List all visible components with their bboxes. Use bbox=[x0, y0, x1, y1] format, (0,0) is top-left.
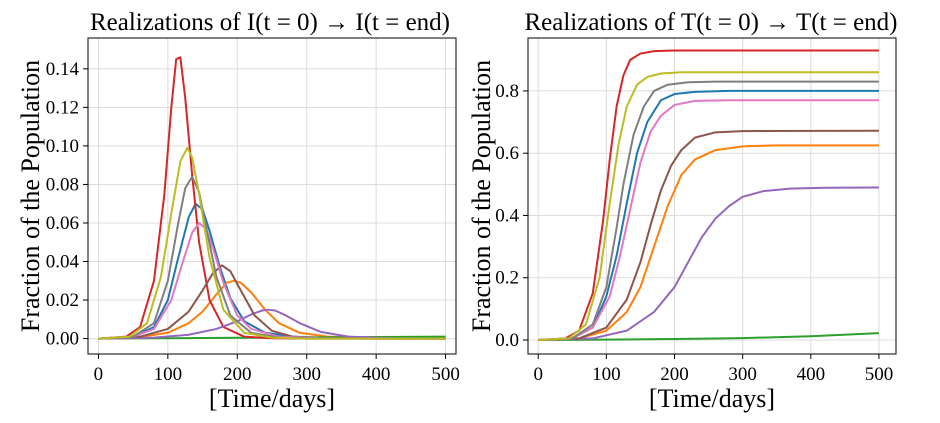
x-tick-label: 200 bbox=[223, 364, 252, 385]
x-axis-label: [Time/days] bbox=[209, 384, 335, 413]
x-tick-label: 200 bbox=[660, 364, 689, 385]
x-tick-label: 0 bbox=[533, 364, 543, 385]
series-line-3 bbox=[538, 49, 879, 341]
x-tick-label: 400 bbox=[797, 364, 826, 385]
series-line-8 bbox=[98, 146, 446, 340]
series-line-0 bbox=[98, 202, 446, 340]
y-axis-label: Fraction of the Population bbox=[16, 60, 45, 332]
y-tick-label: 0.0 bbox=[495, 330, 519, 351]
plot-frame bbox=[527, 37, 897, 355]
y-tick-label: 0.14 bbox=[46, 59, 80, 80]
panel-infected: 0 100 200 300 400 500 0.00 0.02 0.04 0.06 0.08 0.10… bbox=[16, 9, 460, 413]
series-line-6 bbox=[98, 221, 446, 340]
series-line-6 bbox=[538, 99, 879, 341]
x-tick-label: 500 bbox=[865, 364, 894, 385]
series-line-1 bbox=[98, 279, 446, 340]
x-tick-label: 400 bbox=[362, 364, 391, 385]
x-tick-label: 100 bbox=[154, 364, 183, 385]
y-tick-label: 0.10 bbox=[46, 136, 79, 157]
y-tick-label: 0.06 bbox=[46, 213, 79, 234]
series-line-2 bbox=[538, 332, 880, 341]
series-line-4 bbox=[538, 186, 879, 341]
series-line-7 bbox=[538, 80, 879, 341]
series-line-3 bbox=[98, 56, 446, 340]
series-line-1 bbox=[538, 144, 879, 341]
y-tick-label: 0.2 bbox=[495, 268, 519, 289]
x-tick-label: 300 bbox=[292, 364, 321, 385]
chart-title: Realizations of T(t = 0) → T(t = end) bbox=[524, 9, 897, 36]
y-tick-label: 0.00 bbox=[46, 329, 79, 350]
y-tick-label: 0.04 bbox=[46, 252, 80, 273]
y-tick-label: 0.8 bbox=[495, 81, 519, 102]
x-tick-label: 0 bbox=[94, 364, 104, 385]
series-line-8 bbox=[538, 71, 879, 341]
y-tick-label: 0.08 bbox=[46, 174, 79, 195]
panel-total: 0 100 200 300 400 500 0.0 0.2 0.4 0.6 0.8 Realizati… bbox=[467, 9, 897, 413]
y-tick-label: 0.12 bbox=[46, 97, 79, 118]
y-axis-label: Fraction of the Population bbox=[467, 60, 496, 332]
y-tick-label: 0.02 bbox=[46, 290, 79, 311]
x-tick-label: 100 bbox=[592, 364, 621, 385]
x-tick-label: 300 bbox=[728, 364, 757, 385]
series-line-5 bbox=[538, 129, 879, 341]
y-tick-label: 0.4 bbox=[495, 205, 519, 226]
chart-title: Realizations of I(t = 0) → I(t = end) bbox=[90, 9, 450, 36]
plot-frame bbox=[87, 37, 457, 355]
x-tick-label: 500 bbox=[431, 364, 460, 385]
y-tick-label: 0.6 bbox=[495, 143, 519, 164]
series-line-4 bbox=[98, 308, 446, 340]
x-axis-label: [Time/days] bbox=[649, 384, 775, 413]
